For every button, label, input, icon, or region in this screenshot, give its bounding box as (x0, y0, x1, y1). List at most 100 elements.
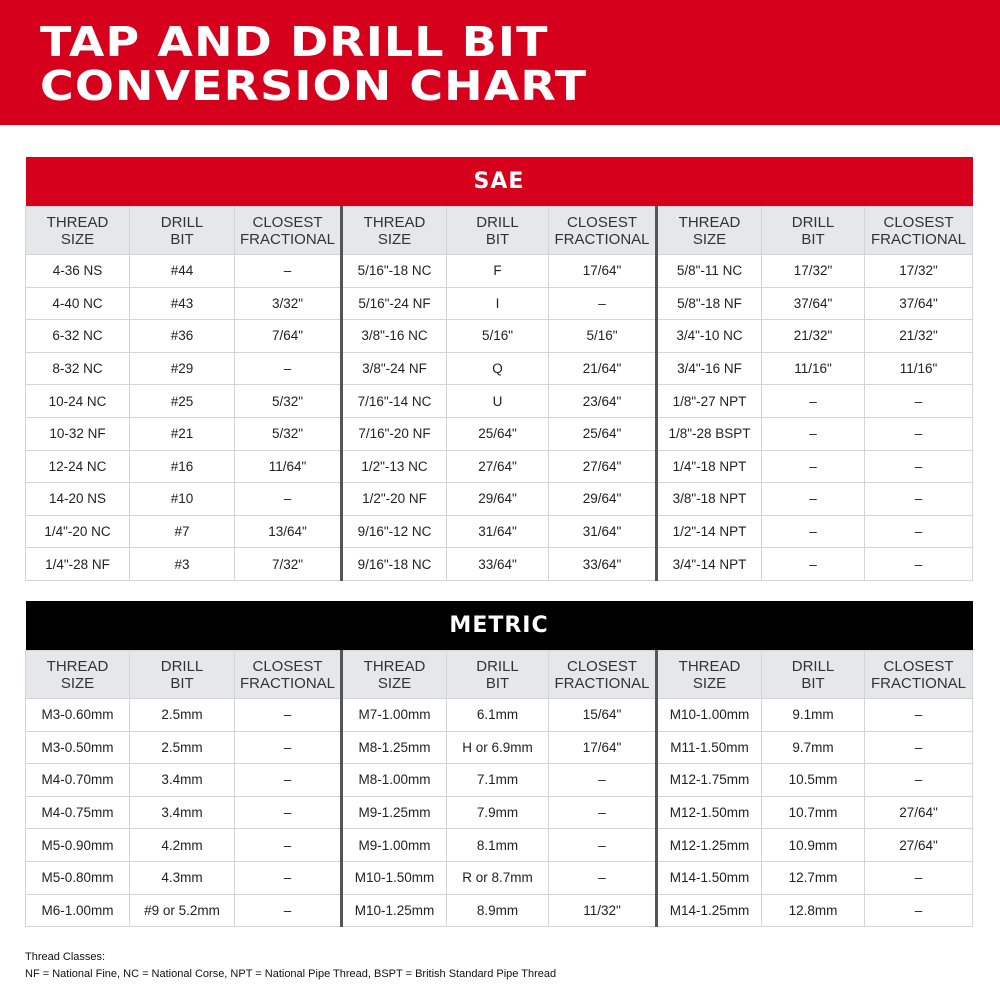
table-cell: – (761, 449, 865, 484)
table-cell: – (863, 730, 974, 765)
table-cell: – (863, 893, 974, 928)
table-cell: 37/64" (864, 286, 973, 321)
table-cell: – (234, 860, 342, 895)
table-cell: – (234, 828, 342, 862)
table-cell: 3/4"-10 NC (655, 319, 762, 353)
table-cell: – (761, 384, 865, 418)
table-cell: – (234, 698, 342, 732)
table-row: 4-36 NS #44–5/16"-18 NC F 17/64" 5/8"-11 NC 1… (25, 254, 973, 288)
table-cell: 25/64" (446, 416, 549, 451)
table-cell: M12-1.50mm (655, 795, 762, 830)
table-cell: M10-1.25mm (340, 893, 447, 928)
column-header-row: THREAD SIZE DRILL BIT CLOSEST FRACTIONAL THREA… (25, 650, 974, 699)
footnote-heading: Thread Classes: (25, 951, 106, 963)
table-cell: – (548, 860, 657, 895)
table-cell: 1/8"-28 BSPT (655, 416, 762, 451)
table-cell: 2.5mm (129, 730, 235, 765)
table-row: 12-24 NC #16 11/64" 1/2"-13 NC 27/64" 27/64" 1… (25, 449, 973, 484)
column-header-text: DRILL (791, 213, 835, 231)
table-cell: 17/64" (548, 254, 657, 288)
table-cell: M10-1.50mm (340, 860, 447, 895)
column-header-text: THREAD (46, 213, 109, 231)
table-cell: 14-20 NS (25, 482, 130, 516)
table-cell: #21 (129, 416, 235, 451)
table-cell: – (234, 893, 342, 928)
table-cell: 37/64" (761, 286, 865, 321)
column-header-text: FRACTIONAL (554, 674, 650, 692)
table-cell: – (864, 416, 973, 451)
table-cell: 4.3mm (129, 860, 235, 895)
column-header-text: THREAD (46, 657, 109, 675)
table-row: 6-32 NC #36 7/64" 3/8"-16 NC 5/16" 5/16" 3/4"-… (25, 319, 973, 353)
table-cell: 2.5mm (129, 698, 235, 732)
table-cell: – (234, 254, 342, 288)
table-cell: – (234, 730, 342, 765)
table-cell: M3-0.50mm (25, 730, 130, 765)
table-cell: #44 (129, 254, 235, 288)
table-cell: #7 (129, 514, 235, 549)
table-cell: #9 or 5.2mm (129, 893, 235, 928)
table-cell: – (761, 482, 865, 516)
table-cell: 13/64" (234, 514, 342, 549)
column-header: CLOSEST FRACTIONAL (863, 650, 974, 699)
column-header-text: CLOSEST (883, 657, 954, 675)
table-cell: M12-1.75mm (655, 763, 762, 797)
table-cell: M12-1.25mm (655, 828, 762, 862)
metric-section-title: METRIC (25, 601, 973, 651)
title-line-2: CONVERSION CHART (40, 62, 588, 110)
column-header-text: FRACTIONAL (870, 230, 966, 248)
table-cell: 10.7mm (761, 795, 865, 830)
table-cell: F (446, 254, 549, 288)
table-row: 10-24 NC #25 5/32" 7/16"-14 NC U 23/64" 1/8"-2… (25, 384, 973, 418)
table-cell: 23/64" (548, 384, 657, 418)
table-row: M3-0.60mm 2.5mm – M7-1.00mm 6.1mm 15/64" M10-1… (25, 698, 974, 732)
table-cell: U (446, 384, 549, 418)
table-cell: 17/32" (864, 254, 973, 288)
column-header-text: THREAD (678, 213, 741, 231)
metric-table: METRIC THREAD SIZE DRILL BIT CLOSEST FRACTION… (25, 601, 974, 928)
column-header-text: SIZE (377, 674, 412, 692)
table-cell: M14-1.25mm (655, 893, 762, 928)
column-header: THREAD SIZE (655, 650, 762, 699)
table-cell: 5/16" (446, 319, 549, 353)
table-cell: 8-32 NC (25, 351, 130, 386)
table-cell: 1/2"-14 NPT (655, 514, 762, 549)
footnote-legend: NF = National Fine, NC = National Corse,… (25, 968, 557, 980)
table-cell: #3 (129, 547, 235, 581)
table-cell: 21/32" (761, 319, 865, 353)
table-row: M6-1.00mm #9 or 5.2mm – M10-1.25mm 8.9mm 11/3… (25, 893, 974, 928)
table-cell: 3/8"-16 NC (340, 319, 447, 353)
column-header-text: CLOSEST (566, 657, 638, 675)
table-cell: – (864, 547, 973, 581)
table-cell: 6.1mm (446, 698, 549, 732)
table-row: M5-0.80mm 4.3mm – M10-1.50mm R or 8.7mm – M14-… (25, 860, 974, 895)
table-cell: – (234, 351, 342, 386)
table-cell: M11-1.50mm (655, 730, 762, 765)
table-cell: 4.2mm (129, 828, 235, 862)
column-header-text: BIT (170, 230, 194, 248)
table-cell: M14-1.50mm (655, 860, 762, 895)
table-cell: Q (446, 351, 549, 386)
table-row: 1/4"-28 NF #3 7/32" 9/16"-18 NC 33/64" 33/64"… (25, 547, 973, 581)
table-cell: – (863, 860, 974, 895)
table-cell: – (548, 828, 657, 862)
table-cell: 9.7mm (761, 730, 865, 765)
table-cell: #36 (129, 319, 235, 353)
table-cell: M5-0.90mm (25, 828, 130, 862)
table-cell: I (446, 286, 549, 321)
table-cell: 8.1mm (446, 828, 549, 862)
table-cell: 1/8"-27 NPT (655, 384, 762, 418)
table-row: M5-0.90mm 4.2mm – M9-1.00mm 8.1mm – M12-1.25mm… (25, 828, 974, 862)
title-line-1: TAP AND DRILL BIT (40, 18, 549, 66)
table-row: 10-32 NF #21 5/32" 7/16"-20 NF 25/64" 25/64" 1… (25, 416, 973, 451)
table-cell: #29 (129, 351, 235, 386)
table-cell: 1/4"-20 NC (25, 514, 130, 549)
column-header: THREAD SIZE (25, 650, 130, 699)
table-cell: 11/16" (864, 351, 973, 386)
table-cell: 7/32" (234, 547, 342, 581)
table-cell: 1/4"-18 NPT (655, 449, 762, 484)
column-header-text: FRACTIONAL (554, 230, 650, 248)
page-title: TAP AND DRILL BIT CONVERSION CHART (40, 20, 587, 108)
column-header: CLOSEST FRACTIONAL (234, 206, 342, 255)
column-header-text: BIT (801, 674, 825, 692)
